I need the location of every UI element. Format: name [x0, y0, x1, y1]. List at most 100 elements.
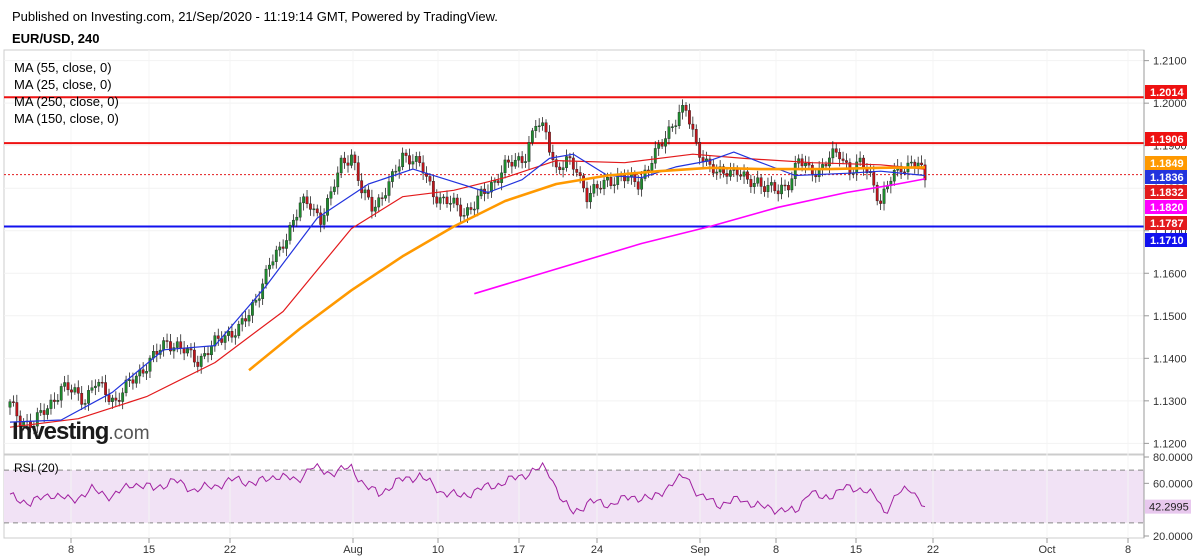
rsi-y-tick-label: 20.0000 — [1153, 531, 1193, 543]
candle-up — [602, 179, 606, 190]
candle-up — [227, 331, 230, 336]
candle-up — [503, 159, 507, 174]
candle-down — [558, 166, 562, 170]
candle-up — [199, 355, 203, 367]
x-axis-ticks: 8 15 22 Aug 10 17 24 Sep 8 15 22 Oct 8 — [68, 538, 1131, 556]
candle-up — [752, 183, 756, 187]
candle-up — [186, 348, 189, 354]
candle-down — [824, 164, 828, 167]
candle-up — [32, 425, 36, 429]
candle-up — [247, 315, 251, 322]
candle-down — [923, 164, 927, 181]
candle-up — [210, 345, 213, 356]
candle-up — [322, 215, 326, 225]
candle-up — [909, 161, 913, 164]
candle-up — [828, 157, 831, 167]
candle-up — [35, 412, 39, 427]
candle-up — [804, 163, 807, 167]
candle-down — [582, 175, 585, 189]
candle-down — [169, 341, 172, 352]
price-label-text: 1.1820 — [1150, 202, 1184, 214]
candle-up — [769, 182, 773, 186]
candle-down — [845, 160, 848, 163]
candle-down — [114, 397, 118, 401]
candle-down — [599, 187, 603, 190]
candle-down — [353, 154, 357, 163]
candle-up — [90, 387, 94, 391]
rsi-legend[interactable]: RSI (20) — [14, 461, 59, 475]
candle-down — [196, 361, 200, 367]
candle-down — [722, 166, 725, 174]
candle-down — [52, 399, 56, 402]
candle-down — [838, 152, 842, 160]
y-tick-label: 1.2000 — [1153, 98, 1187, 110]
candle-down — [749, 179, 753, 187]
candle-up — [332, 186, 336, 192]
candle-up — [251, 302, 254, 316]
candle-down — [872, 171, 876, 186]
brand-suffix: .com — [108, 423, 150, 444]
candle-up — [541, 122, 545, 127]
price-label-box — [1145, 156, 1187, 170]
candle-down — [783, 184, 787, 187]
candle-down — [759, 177, 763, 187]
price-label-text: 1.1849 — [1150, 158, 1184, 170]
candle-down — [903, 171, 906, 174]
candle-up — [797, 158, 801, 164]
price-label-box — [1145, 200, 1187, 214]
candle-up — [350, 154, 353, 166]
candle-down — [216, 335, 220, 339]
candle-down — [459, 204, 463, 217]
candle-down — [575, 169, 579, 173]
candle-up — [479, 188, 483, 197]
candle-up — [592, 184, 596, 194]
legend-ma-250[interactable]: MA (250, close, 0) — [14, 94, 119, 109]
price-label-box — [1145, 233, 1187, 247]
ma-line-2 — [474, 178, 926, 295]
candle-down — [315, 208, 319, 214]
candle-down — [370, 196, 374, 212]
candle-up — [766, 185, 770, 192]
candle-down — [165, 340, 169, 342]
candle-up — [302, 196, 306, 204]
candle-up — [742, 171, 746, 177]
candle-down — [230, 331, 234, 338]
candle-down — [428, 176, 432, 182]
legend-ma-55[interactable]: MA (55, close, 0) — [14, 60, 112, 75]
candle-down — [834, 148, 838, 153]
candle-down — [920, 162, 923, 166]
candle-up — [363, 189, 367, 194]
candle-up — [56, 400, 60, 402]
legend-ma-25[interactable]: MA (25, close, 0) — [14, 77, 112, 92]
candle-up — [640, 178, 644, 190]
candle-down — [12, 401, 15, 403]
investing-logo: Investing.com — [12, 418, 150, 446]
candle-down — [281, 246, 285, 249]
candle-down — [725, 173, 729, 177]
candle-down — [356, 162, 360, 181]
candle-up — [124, 379, 128, 394]
legend-ma-150[interactable]: MA (150, close, 0) — [14, 111, 119, 126]
candle-down — [787, 185, 790, 191]
candle-down — [346, 162, 350, 166]
candle-down — [206, 353, 210, 356]
candle-up — [326, 198, 329, 216]
candle-down — [694, 129, 698, 143]
candle-down — [455, 197, 459, 206]
candle-down — [551, 151, 555, 160]
rsi-y-tick-label: 60.0000 — [1153, 478, 1193, 490]
rsi-line — [9, 461, 926, 516]
candle-up — [111, 397, 114, 402]
candle-up — [291, 219, 295, 226]
candle-up — [438, 197, 442, 204]
brand-name: Investing — [12, 418, 109, 445]
x-tick-label: Oct — [1038, 544, 1055, 556]
candle-up — [565, 156, 568, 168]
x-tick-label: 24 — [591, 544, 603, 556]
candle-up — [664, 138, 667, 147]
candle-up — [233, 335, 237, 338]
candle-up — [476, 195, 480, 210]
x-tick-label: Sep — [690, 544, 710, 556]
candle-up — [203, 353, 207, 357]
